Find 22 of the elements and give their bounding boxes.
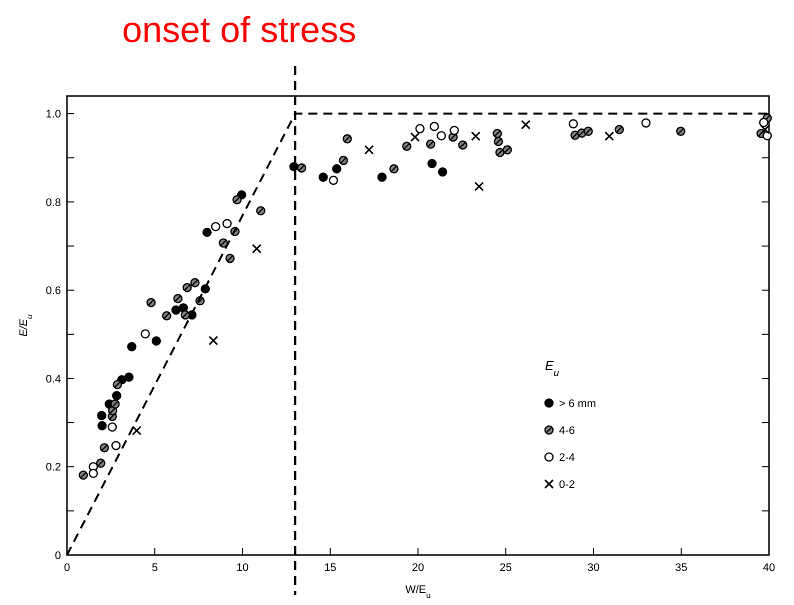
y-tick-label: 1.0 bbox=[46, 108, 61, 121]
legend-label: 2-4 bbox=[559, 452, 575, 464]
legend-title: E$_{u}$ bbox=[545, 358, 560, 378]
x-tick-label: 25 bbox=[500, 562, 512, 574]
y-tick-label: 0.8 bbox=[46, 196, 61, 209]
legend-label: > 6 mm bbox=[559, 398, 596, 410]
x-tick-label: 0 bbox=[64, 562, 70, 574]
ref-line-label: onset of stress bbox=[122, 9, 356, 50]
y-tick-label: 0.4 bbox=[46, 373, 61, 386]
x-tick-label: 35 bbox=[675, 562, 688, 574]
x-tick-label: 15 bbox=[324, 562, 336, 574]
x-tick-label: 5 bbox=[152, 562, 158, 574]
x-axis-title: W/E$_{u}$ bbox=[405, 584, 432, 600]
x-tick-label: 20 bbox=[412, 562, 424, 574]
y-tick-label: 0 bbox=[54, 550, 61, 562]
x-tick-label: 40 bbox=[762, 562, 776, 574]
y-tick-label: 0.2 bbox=[46, 462, 61, 474]
legend-label: 0-2 bbox=[559, 479, 575, 491]
legend-label: 4-6 bbox=[559, 425, 575, 437]
x-tick-label: 10 bbox=[236, 562, 249, 574]
x-tick-label: 30 bbox=[587, 562, 600, 574]
y-tick-label: 0.6 bbox=[46, 285, 61, 298]
